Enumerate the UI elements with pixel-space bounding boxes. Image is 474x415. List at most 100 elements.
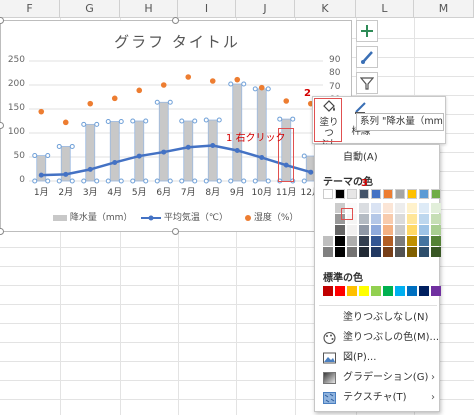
temperature-point-1月[interactable] <box>38 172 44 178</box>
theme-color-shade-swatch[interactable] <box>419 225 429 235</box>
bar-selection-handle[interactable] <box>216 178 222 184</box>
theme-color-shade-swatch[interactable] <box>323 247 333 257</box>
theme-color-shade-swatch[interactable] <box>347 247 357 257</box>
bar-selection-handle[interactable] <box>45 178 51 184</box>
bar-selection-handle[interactable] <box>203 178 209 184</box>
bar-selection-handle[interactable] <box>32 178 38 184</box>
chart-title[interactable]: グラフ タイトル <box>114 33 240 51</box>
theme-color-swatch[interactable] <box>323 189 333 199</box>
bar-7月[interactable] <box>183 120 194 182</box>
theme-color-shade-swatch[interactable] <box>335 225 345 235</box>
bar-1月[interactable] <box>36 155 47 182</box>
theme-color-shade-swatch[interactable] <box>371 203 381 213</box>
theme-color-shade-swatch[interactable] <box>395 225 405 235</box>
theme-color-swatch[interactable] <box>419 189 429 199</box>
bar-6月[interactable] <box>158 101 169 182</box>
bar-selection-handle[interactable] <box>143 178 149 184</box>
theme-color-shade-swatch[interactable] <box>371 225 381 235</box>
column-header-H[interactable]: H <box>120 0 178 18</box>
theme-color-shade-swatch[interactable] <box>431 203 441 213</box>
chart-legend[interactable]: 降水量（mm） 平均気温（℃） 湿度（%） <box>1 211 353 225</box>
chart-plot[interactable] <box>1 21 353 233</box>
temperature-point-7月[interactable] <box>185 144 191 150</box>
theme-color-shade-swatch[interactable] <box>359 247 369 257</box>
bar-selection-handle[interactable] <box>216 117 222 123</box>
bar-selection-handle[interactable] <box>69 178 75 184</box>
bar-selection-handle[interactable] <box>179 118 185 124</box>
legend-item-temp[interactable]: 平均気温（℃） <box>141 211 228 225</box>
temperature-point-8月[interactable] <box>210 143 216 149</box>
resize-handle-tl[interactable] <box>0 17 4 24</box>
temperature-point-10月[interactable] <box>259 155 265 161</box>
theme-color-swatch[interactable] <box>359 189 369 199</box>
menu-texture[interactable]: テクスチャ(T) › <box>315 389 441 407</box>
bar-selection-handle[interactable] <box>179 178 185 184</box>
resize-handle-b[interactable] <box>172 228 179 235</box>
bar-selection-handle[interactable] <box>130 118 136 124</box>
standard-color-swatch[interactable] <box>359 286 369 296</box>
theme-color-shade-swatch[interactable] <box>359 225 369 235</box>
theme-color-shade-swatch[interactable] <box>407 236 417 246</box>
chart-styles-button[interactable] <box>356 46 378 68</box>
theme-color-shade-swatch[interactable] <box>371 247 381 257</box>
legend-item-rain[interactable]: 降水量（mm） <box>53 211 132 225</box>
temperature-point-9月[interactable] <box>234 147 240 153</box>
menu-picture[interactable]: 図(P)... <box>315 349 441 367</box>
bar-selection-handle[interactable] <box>94 121 100 127</box>
theme-color-shade-swatch[interactable] <box>419 203 429 213</box>
chart-elements-button[interactable] <box>356 20 378 42</box>
bar-2月[interactable] <box>60 146 71 182</box>
bar-selection-handle[interactable] <box>301 153 307 159</box>
bar-selection-handle[interactable] <box>56 178 62 184</box>
bar-selection-handle[interactable] <box>252 178 258 184</box>
temperature-point-11月[interactable] <box>283 162 289 168</box>
theme-color-shade-swatch[interactable] <box>323 236 333 246</box>
standard-color-swatch[interactable] <box>323 286 333 296</box>
bar-selection-handle[interactable] <box>118 178 124 184</box>
theme-color-shade-swatch[interactable] <box>383 203 393 213</box>
bar-selection-handle[interactable] <box>277 116 283 122</box>
bar-selection-handle[interactable] <box>167 178 173 184</box>
standard-color-swatch[interactable] <box>431 286 441 296</box>
bar-3月[interactable] <box>85 123 96 182</box>
bar-selection-handle[interactable] <box>252 86 258 92</box>
theme-color-shade-swatch[interactable] <box>371 236 381 246</box>
theme-color-swatch[interactable] <box>383 189 393 199</box>
temperature-point-5月[interactable] <box>136 153 142 159</box>
bar-selection-handle[interactable] <box>192 118 198 124</box>
standard-color-swatch[interactable] <box>407 286 417 296</box>
theme-color-shade-swatch[interactable] <box>359 214 369 224</box>
temperature-point-4月[interactable] <box>112 159 118 165</box>
theme-color-shade-swatch[interactable] <box>359 203 369 213</box>
bar-selection-handle[interactable] <box>228 81 234 87</box>
theme-color-shade-swatch[interactable] <box>383 247 393 257</box>
chart-filters-button[interactable] <box>356 72 378 94</box>
theme-color-shade-swatch[interactable] <box>335 214 345 224</box>
humidity-point-6月[interactable] <box>160 82 167 88</box>
theme-color-shade-swatch[interactable] <box>407 247 417 257</box>
theme-color-shade-swatch[interactable] <box>431 225 441 235</box>
standard-color-swatch[interactable] <box>371 286 381 296</box>
theme-color-swatch[interactable] <box>347 189 357 199</box>
temperature-point-6月[interactable] <box>161 149 167 155</box>
resize-handle-bl[interactable] <box>0 228 4 235</box>
theme-color-shade-swatch[interactable] <box>347 236 357 246</box>
humidity-point-5月[interactable] <box>136 87 143 94</box>
bar-selection-handle[interactable] <box>290 116 296 122</box>
column-header-F[interactable]: F <box>0 0 60 18</box>
humidity-point-9月[interactable] <box>234 76 241 83</box>
bar-selection-handle[interactable] <box>143 118 149 124</box>
theme-color-swatch[interactable] <box>335 189 345 199</box>
theme-color-shade-swatch[interactable] <box>323 214 333 224</box>
humidity-point-8月[interactable] <box>209 78 216 84</box>
bar-5月[interactable] <box>134 120 145 182</box>
menu-gradient[interactable]: グラデーション(G) › <box>315 369 441 387</box>
theme-color-swatch[interactable] <box>407 189 417 199</box>
standard-color-swatch[interactable] <box>335 286 345 296</box>
theme-color-shade-swatch[interactable] <box>419 214 429 224</box>
bar-selection-handle[interactable] <box>81 178 87 184</box>
theme-color-shade-swatch[interactable] <box>323 225 333 235</box>
theme-color-shade-swatch[interactable] <box>431 214 441 224</box>
bar-selection-handle[interactable] <box>105 178 111 184</box>
